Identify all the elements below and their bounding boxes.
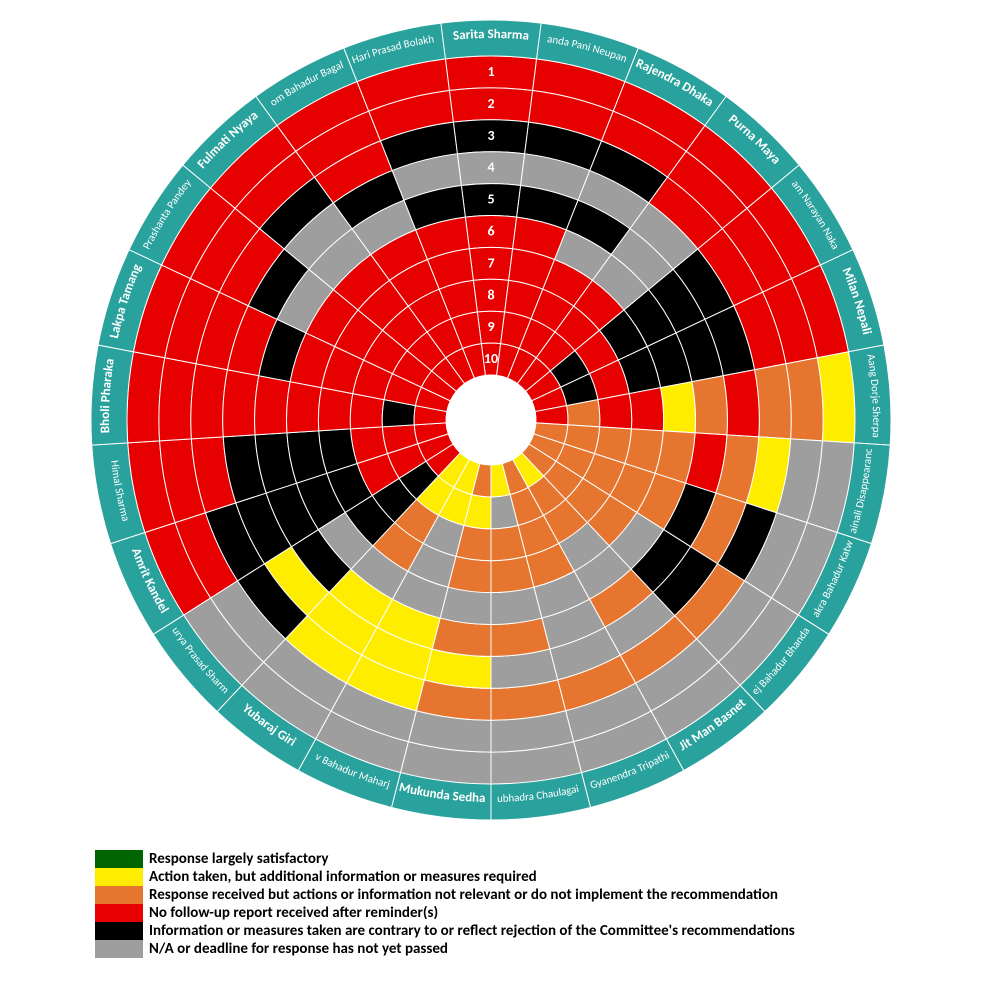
cell (661, 382, 696, 433)
cell (598, 394, 632, 429)
ring-number: 6 (487, 222, 494, 239)
cell (692, 376, 728, 435)
sector-label: Sarita Sharma (452, 27, 529, 44)
ring-number: 4 (487, 159, 494, 176)
ring-number: 3 (487, 127, 494, 144)
sector-label: Hom Bahadur Bagale (0, 0, 345, 109)
cell (287, 382, 322, 433)
ring-number: 8 (487, 286, 494, 303)
legend-row: N/A or deadline for response has not yet… (95, 940, 795, 958)
legend-swatch (95, 868, 143, 886)
legend-row: Response received but actions or informa… (95, 886, 795, 904)
sector-label: Hari Prasad Bolakhe (0, 0, 435, 66)
legend-row: Action taken, but additional information… (95, 868, 795, 886)
ring-number: 1 (487, 63, 494, 80)
cell (755, 364, 792, 439)
legend-swatch (95, 886, 143, 904)
legend-label: Action taken, but additional information… (149, 868, 537, 886)
legend-label: Response largely satisfactory (149, 850, 328, 868)
legend-label: Information or measures taken are contra… (149, 922, 795, 940)
radial-heatmap: Sarita SharmaDanda Pani NeupaneRajendra … (0, 0, 982, 840)
ring-number: 9 (487, 318, 494, 335)
ring-number: 10 (484, 350, 498, 367)
cell (223, 370, 259, 437)
cell (723, 370, 759, 437)
legend-row: Response largely satisfactory (95, 850, 795, 868)
ring-number: 2 (487, 95, 494, 112)
cell (491, 556, 534, 592)
legend-row: Information or measures taken are contra… (95, 922, 795, 940)
legend-label: No follow-up report received after remin… (149, 904, 438, 922)
legend-label: Response received but actions or informa… (149, 886, 778, 904)
legend-swatch (95, 922, 143, 940)
legend-label: N/A or deadline for response has not yet… (149, 940, 448, 958)
center-hole (446, 375, 536, 465)
ring-number: 5 (487, 191, 494, 208)
ring-number: 7 (487, 254, 494, 271)
legend: Response largely satisfactoryAction take… (95, 850, 795, 958)
legend-swatch (95, 904, 143, 922)
cell (255, 376, 291, 435)
cell (629, 388, 663, 431)
legend-row: No follow-up report received after remin… (95, 904, 795, 922)
legend-swatch (95, 850, 143, 868)
cell (191, 364, 228, 439)
legend-swatch (95, 940, 143, 958)
cell (318, 388, 352, 431)
